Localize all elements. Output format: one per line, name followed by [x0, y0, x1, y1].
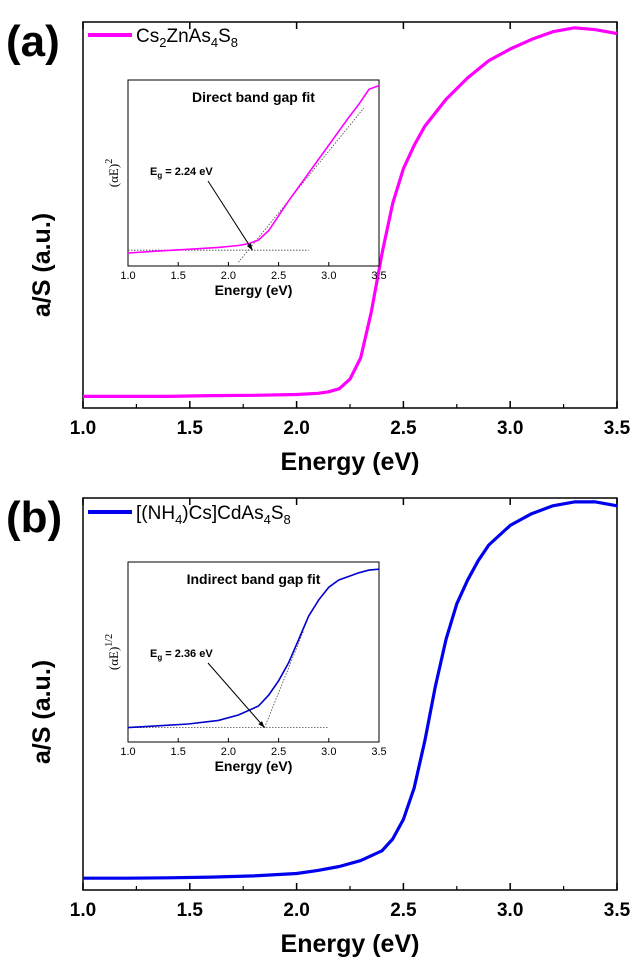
legend-label-a: Cs2ZnAs4S8	[136, 26, 238, 50]
panel-label-a: (a)	[6, 17, 60, 66]
inset-annotation-a: Eg = 2.24 eV	[150, 166, 213, 180]
series-line-b-0	[83, 500, 618, 880]
x-tick-label-b-5: 3.5	[604, 900, 631, 921]
inset-frame-b	[127, 561, 380, 743]
inset-a: 1.0 1.5 2.0 2.5 3.0 3.5 Direct band gap fit Ene…	[104, 79, 387, 298]
inset-x-axis-title-b: Energy (eV)	[215, 758, 293, 774]
inset-b: 1.0 1.5 2.0 2.5 3.0 3.5 Indirect band gap fit E…	[104, 561, 387, 774]
x-tick-label-b-2: 2.0	[283, 900, 309, 921]
inset-x-tick-label-a-5: 3.5	[371, 270, 386, 282]
x-tick-label-a-0: 1.0	[70, 418, 96, 439]
inset-fit-line-b	[264, 630, 305, 728]
panel-label-b: (b)	[6, 493, 62, 542]
x-tick-label-b-1: 1.5	[177, 900, 204, 921]
inset-arrow-b	[207, 662, 265, 728]
x-tick-label-a-4: 3.0	[497, 418, 523, 439]
inset-series-line-a	[127, 84, 380, 254]
inset-arrowhead-b	[258, 721, 265, 728]
x-tick-label-a-5: 3.5	[604, 418, 631, 439]
inset-x-tick-label-b-0: 1.0	[120, 746, 135, 758]
inset-x-tick-label-b-1: 1.5	[171, 746, 186, 758]
inset-x-tick-label-b-3: 2.5	[271, 746, 286, 758]
inset-title-b: Indirect band gap fit	[187, 571, 321, 587]
x-tick-label-b-0: 1.0	[70, 900, 96, 921]
inset-annotation-b: Eg = 2.36 eV	[150, 648, 213, 662]
series-line-a-0	[83, 26, 618, 398]
inset-x-tick-label-b-2: 2.0	[221, 746, 236, 758]
inset-fit-line-a	[238, 107, 365, 263]
x-tick-label-b-4: 3.0	[497, 900, 523, 921]
inset-x-tick-label-b-4: 3.0	[321, 746, 336, 758]
panel-b: (b) a/S (a.u.) Energy (eV) [(NH4)Cs]CdAs…	[6, 493, 631, 958]
legend-label-b: [(NH4)Cs]CdAs4S8	[136, 503, 291, 527]
inset-x-tick-label-b-5: 3.5	[371, 746, 386, 758]
x-tick-label-b-3: 2.5	[390, 900, 417, 921]
inset-frame-a	[127, 79, 380, 267]
inset-x-tick-label-a-4: 3.0	[321, 270, 336, 282]
y-axis-title-b: a/S (a.u.)	[28, 660, 56, 764]
inset-x-tick-label-a-1: 1.5	[171, 270, 186, 282]
x-tick-label-a-1: 1.5	[177, 418, 204, 439]
inset-arrowhead-a	[246, 243, 253, 251]
inset-arrow-a	[207, 180, 253, 251]
panel-a: (a) a/S (a.u.) Energy (eV) Cs2ZnAs4S8 1.…	[6, 17, 631, 476]
inset-series-line-b	[127, 568, 380, 729]
inset-x-tick-label-a-2: 2.0	[221, 270, 236, 282]
inset-y-axis-title-a: (αE)2	[104, 159, 121, 187]
y-axis-title-a: a/S (a.u.)	[28, 213, 56, 317]
x-axis-title-b: Energy (eV)	[281, 930, 420, 958]
x-axis-title-a: Energy (eV)	[281, 448, 420, 476]
inset-x-tick-label-a-0: 1.0	[120, 270, 135, 282]
x-tick-label-a-2: 2.0	[283, 418, 309, 439]
inset-y-axis-title-b: (αE)1/2	[104, 634, 121, 670]
inset-x-tick-label-a-3: 2.5	[271, 270, 286, 282]
inset-x-axis-title-a: Energy (eV)	[215, 282, 293, 298]
inset-title-a: Direct band gap fit	[192, 89, 315, 105]
x-tick-label-a-3: 2.5	[390, 418, 417, 439]
